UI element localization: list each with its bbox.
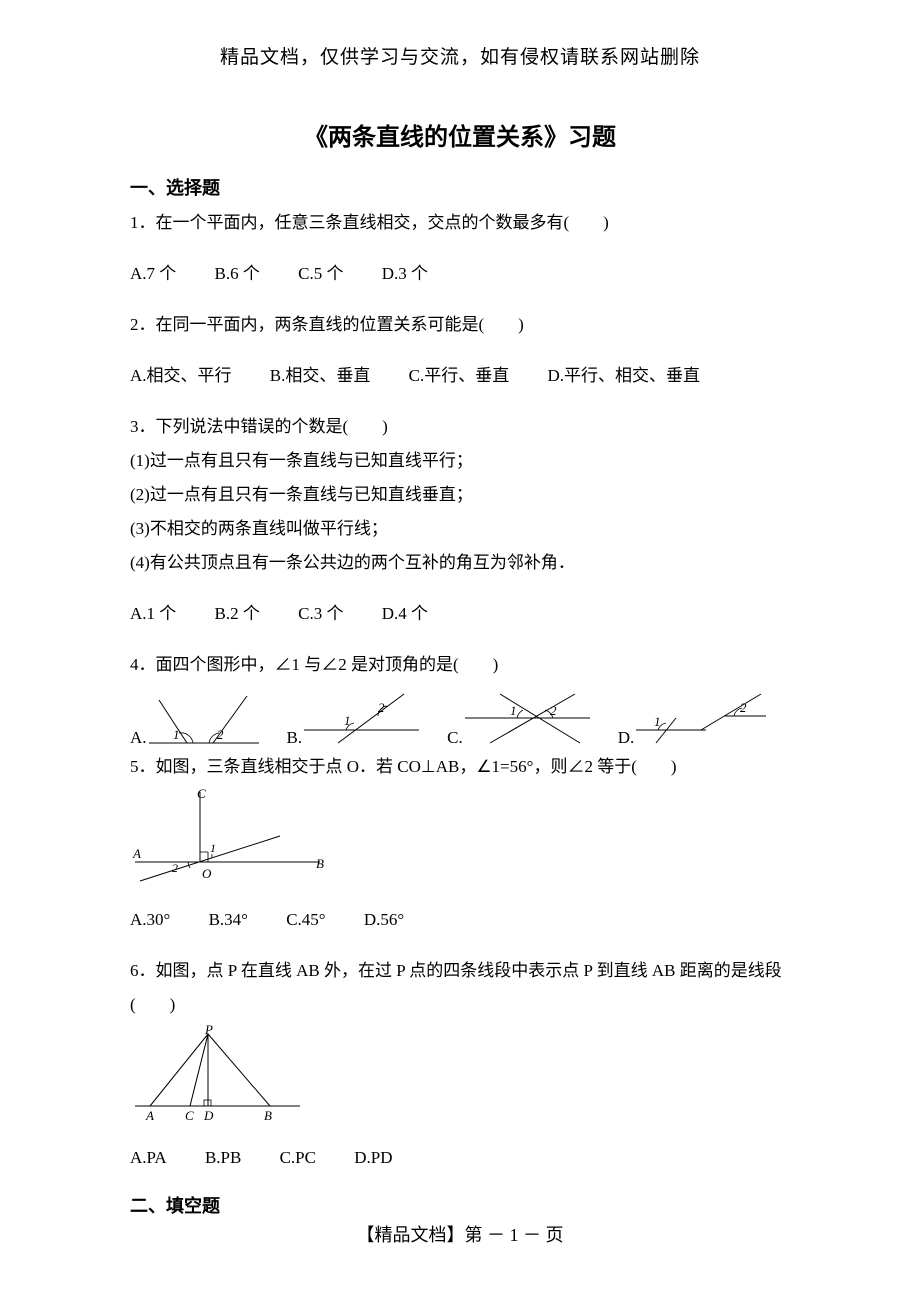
angle-figure-b-icon: 1 2	[304, 688, 419, 748]
q4-fig-a: A. 1 2	[130, 688, 259, 748]
svg-text:A: A	[132, 846, 141, 861]
svg-text:B: B	[316, 856, 324, 871]
q6-opt-d: D.PD	[354, 1141, 392, 1175]
q2-opt-d: D.平行、相交、垂直	[547, 359, 700, 393]
q3-sub3: (3)不相交的两条直线叫做平行线；	[130, 512, 790, 546]
q5-opt-a: A.30°	[130, 903, 170, 937]
q3-opt-c: C.3 个	[298, 597, 343, 631]
q3-opt-a: A.1 个	[130, 597, 176, 631]
svg-text:1: 1	[510, 703, 517, 718]
q5-figure: C A B O 1 2	[130, 786, 790, 886]
angle-figure-a-icon: 1 2	[149, 688, 259, 748]
svg-text:1: 1	[344, 713, 351, 728]
svg-text:2: 2	[217, 727, 224, 742]
q4-fig-d: D. 1 2	[618, 688, 767, 748]
svg-text:O: O	[202, 866, 212, 881]
q1-text: 1．在一个平面内，任意三条直线相交，交点的个数最多有( )	[130, 206, 790, 240]
q3-options: A.1 个 B.2 个 C.3 个 D.4 个	[130, 597, 790, 631]
svg-text:2: 2	[172, 861, 178, 875]
q1-opt-d: D.3 个	[382, 257, 428, 291]
point-to-line-icon: P A C D B	[130, 1024, 305, 1124]
q2-opt-b: B.相交、垂直	[270, 359, 371, 393]
section-2-head: 二、填空题	[130, 1192, 790, 1218]
q3-text: 3．下列说法中错误的个数是( )	[130, 410, 790, 444]
q5-text: 5．如图，三条直线相交于点 O．若 CO⊥AB，∠1=56°，则∠2 等于( )	[130, 750, 790, 784]
svg-text:1: 1	[210, 841, 216, 855]
svg-text:2: 2	[378, 700, 385, 715]
q6-opt-c: C.PC	[280, 1141, 316, 1175]
page-footer: 【精品文档】第 － 1 － 页	[0, 1221, 920, 1247]
q4-label-b: B.	[287, 728, 303, 748]
q4-fig-b: B. 1 2	[287, 688, 420, 748]
q2-opt-a: A.相交、平行	[130, 359, 232, 393]
q4-fig-c: C. 1 2	[447, 688, 590, 748]
page-title: 《两条直线的位置关系》习题	[130, 117, 790, 152]
q1-opt-c: C.5 个	[298, 257, 343, 291]
svg-text:A: A	[145, 1108, 154, 1123]
q3-sub4: (4)有公共顶点且有一条公共边的两个互补的角互为邻补角．	[130, 546, 790, 580]
q5-opt-b: B.34°	[209, 903, 248, 937]
angle-figure-c-icon: 1 2	[465, 688, 590, 748]
q4-text: 4．面四个图形中，∠1 与∠2 是对顶角的是( )	[130, 648, 790, 682]
header-note: 精品文档，仅供学习与交流，如有侵权请联系网站删除	[130, 42, 790, 69]
svg-text:B: B	[264, 1108, 272, 1123]
q1-opt-b: B.6 个	[215, 257, 260, 291]
q3-opt-d: D.4 个	[382, 597, 428, 631]
angle-figure-d-icon: 1 2	[636, 688, 766, 748]
q5-opt-d: D.56°	[364, 903, 404, 937]
intersecting-lines-icon: C A B O 1 2	[130, 786, 330, 886]
svg-text:2: 2	[550, 703, 557, 718]
section-1-head: 一、选择题	[130, 174, 790, 200]
svg-text:2: 2	[740, 700, 747, 715]
svg-text:D: D	[203, 1108, 214, 1123]
q4-label-c: C.	[447, 728, 463, 748]
q3-sub1: (1)过一点有且只有一条直线与已知直线平行；	[130, 444, 790, 478]
q6-opt-a: A.PA	[130, 1141, 167, 1175]
q2-opt-c: C.平行、垂直	[409, 359, 510, 393]
q5-options: A.30° B.34° C.45° D.56°	[130, 903, 790, 937]
q2-text: 2．在同一平面内，两条直线的位置关系可能是( )	[130, 308, 790, 342]
svg-text:C: C	[197, 786, 206, 801]
q6-opt-b: B.PB	[205, 1141, 241, 1175]
q3-sub2: (2)过一点有且只有一条直线与已知直线垂直；	[130, 478, 790, 512]
q5-opt-c: C.45°	[286, 903, 325, 937]
q1-options: A.7 个 B.6 个 C.5 个 D.3 个	[130, 257, 790, 291]
svg-text:C: C	[185, 1108, 194, 1123]
svg-text:P: P	[204, 1024, 213, 1037]
q4-label-a: A.	[130, 728, 147, 748]
q1-opt-a: A.7 个	[130, 257, 176, 291]
svg-text:1: 1	[173, 727, 180, 742]
q6-figure: P A C D B	[130, 1024, 790, 1124]
q6-options: A.PA B.PB C.PC D.PD	[130, 1141, 790, 1175]
q4-figures-row: A. 1 2 B. 1 2 C.	[130, 688, 790, 748]
q4-label-d: D.	[618, 728, 635, 748]
q6-text: 6．如图，点 P 在直线 AB 外，在过 P 点的四条线段中表示点 P 到直线 …	[130, 954, 790, 1022]
q2-options: A.相交、平行 B.相交、垂直 C.平行、垂直 D.平行、相交、垂直	[130, 359, 790, 393]
q3-opt-b: B.2 个	[215, 597, 260, 631]
